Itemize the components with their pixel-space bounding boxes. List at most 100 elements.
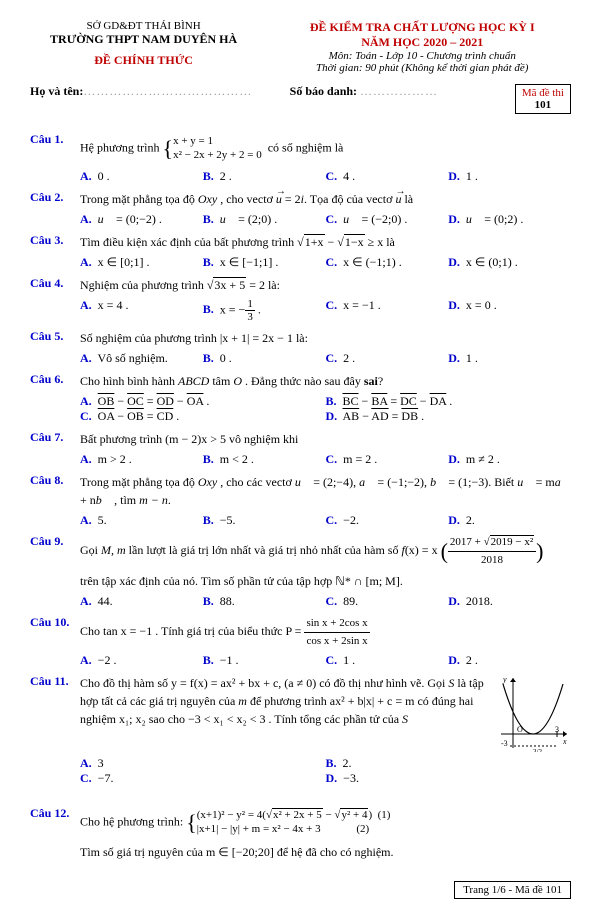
options-9: A. 44. B. 88. C. 89. D. 2018. — [80, 594, 571, 609]
question-3: Câu 3. Tìm điều kiện xác định của bất ph… — [30, 233, 571, 251]
qnum: Câu 12. — [30, 806, 80, 839]
name-dots: ………………………………… — [83, 84, 252, 98]
opt-C: C. 1 . — [326, 653, 449, 668]
opt-text: x = −1 . — [343, 298, 381, 312]
stem: Tìm điều kiện xác định của bất phương tr… — [80, 233, 571, 251]
question-2: Câu 2. Trong mặt phẳng tọa độ Oxy , cho … — [30, 190, 571, 208]
opt-D: D. u⃗ = (0;2) . — [448, 212, 571, 227]
school: TRƯỜNG THPT NAM DUYÊN HÀ — [30, 32, 257, 47]
code-label: Mã đề thi — [522, 87, 564, 99]
question-12: Câu 12. Cho hệ phương trình: { (x+1)² − … — [30, 806, 571, 839]
opt-A: A. Vô số nghiệm. — [80, 351, 203, 366]
opt-text: m = 2 . — [343, 452, 377, 466]
options-4: A. x = 4 . B. x = −13 . C. x = −1 . D. x… — [80, 298, 571, 323]
question-6: Câu 6. Cho hình bình hành ABCD tâm O . Đ… — [30, 372, 571, 390]
opt-C: C. x = −1 . — [326, 298, 449, 323]
opt-text: −2 . — [98, 653, 117, 667]
qnum: Câu 1. — [30, 132, 80, 165]
time: Thời gian: 90 phút (Không kể thời gian p… — [273, 62, 571, 74]
question-8: Câu 8. Trong mặt phẳng tọa độ Oxy , cho … — [30, 473, 571, 509]
opt-text: x ∈ (0;1) . — [466, 255, 518, 269]
parabola-graph: O x y 3 -3 3/2 — [493, 674, 571, 752]
opt-text: 3 — [98, 756, 104, 770]
opt-text: 0 . — [220, 351, 232, 365]
id-row: Họ và tên:………………………………… Số báo danh: ………… — [30, 84, 571, 114]
opt-D: D. 2. — [448, 513, 571, 528]
header: SỞ GD&ĐT THÁI BÌNH TRƯỜNG THPT NAM DUYÊN… — [30, 20, 571, 74]
stem: Cho hình bình hành ABCD tâm O . Đẳng thứ… — [80, 372, 571, 390]
options-1: A. 0 . B. 2 . C. 4 . D. 1 . — [80, 169, 571, 184]
opt-C: C. m = 2 . — [326, 452, 449, 467]
options-5: A. Vô số nghiệm. B. 0 . C. 2 . D. 1 . — [80, 351, 571, 366]
opt-B: B. BC − BA = DC − DA . — [326, 394, 572, 409]
opt-B: B. x ∈ [−1;1] . — [203, 255, 326, 270]
stem: O x y 3 -3 3/2 Cho đồ thị hàm số y = f(x… — [80, 674, 571, 752]
opt-text: 0 . — [98, 169, 110, 183]
options-10: A. −2 . B. −1 . C. 1 . D. 2 . — [80, 653, 571, 668]
svg-text:-3: -3 — [501, 739, 508, 748]
opt-D: D. AB − AD = DB . — [326, 409, 572, 424]
opt-B: B. x = −13 . — [203, 298, 326, 323]
opt-text: 2. — [343, 756, 352, 770]
options-7: A. m > 2 . B. m < 2 . C. m = 2 . D. m ≠ … — [80, 452, 571, 467]
opt-text: m ≠ 2 . — [466, 452, 500, 466]
opt-B: B. 88. — [203, 594, 326, 609]
opt-text: m > 2 . — [98, 452, 132, 466]
qnum: Câu 7. — [30, 430, 80, 448]
stem: Cho hệ phương trình: { (x+1)² − y² = 4(√… — [80, 806, 571, 839]
name-label: Họ và tên: — [30, 84, 83, 98]
opt-text: 4 . — [343, 169, 355, 183]
opt-text: −2. — [343, 513, 359, 527]
opt-C: C. u⃗ = (−2;0) . — [326, 212, 449, 227]
svg-text:3/2: 3/2 — [533, 748, 542, 752]
question-4: Câu 4. Nghiệm của phương trình √3x + 5 =… — [30, 276, 571, 294]
opt-B: B. 2 . — [203, 169, 326, 184]
opt-D: D. m ≠ 2 . — [448, 452, 571, 467]
opt-text: −5. — [220, 513, 236, 527]
opt-D: D. 1 . — [448, 351, 571, 366]
opt-A: A. 44. — [80, 594, 203, 609]
id-field: Số báo danh: ……………… — [290, 84, 463, 99]
stem-cont: trên tập xác định của nó. Tìm số phần tử… — [80, 572, 571, 590]
opt-A: A. m > 2 . — [80, 452, 203, 467]
opt-C: C. 2 . — [326, 351, 449, 366]
qnum: Câu 2. — [30, 190, 80, 208]
opt-A: A. OB − OC = OD − OA . — [80, 394, 326, 409]
svg-text:y: y — [502, 675, 507, 684]
opt-text: −1 . — [220, 653, 239, 667]
opt-B: B. 2. — [326, 756, 572, 771]
qnum: Câu 6. — [30, 372, 80, 390]
name-field: Họ và tên:………………………………… — [30, 84, 290, 99]
question-1: Câu 1. Hệ phương trình {x + y = 1x² − 2x… — [30, 132, 571, 165]
question-5: Câu 5. Số nghiệm của phương trình |x + 1… — [30, 329, 571, 347]
header-left: SỞ GD&ĐT THÁI BÌNH TRƯỜNG THPT NAM DUYÊN… — [30, 20, 257, 74]
opt-D: D. x = 0 . — [448, 298, 571, 323]
code-num: 101 — [522, 99, 564, 111]
options-2: A. u⃗ = (0;−2) . B. u⃗ = (2;0) . C. u⃗ =… — [80, 212, 571, 227]
opt-D: D. 1 . — [448, 169, 571, 184]
opt-D: D. 2018. — [448, 594, 571, 609]
opt-text: x ∈ [−1;1] . — [220, 255, 279, 269]
official: ĐỀ CHÍNH THỨC — [30, 53, 257, 68]
qnum: Câu 9. — [30, 534, 80, 568]
opt-text: 88. — [220, 594, 235, 608]
exam-title: ĐỀ KIỂM TRA CHẤT LƯỢNG HỌC KỲ I — [273, 20, 571, 35]
stem: Cho tan x = −1 . Tính giá trị của biểu t… — [80, 615, 571, 649]
opt-text: Vô số nghiệm. — [97, 351, 167, 365]
qnum: Câu 5. — [30, 329, 80, 347]
opt-A: A. 0 . — [80, 169, 203, 184]
stem: Nghiệm của phương trình √3x + 5 = 2 là: — [80, 276, 571, 294]
question-11: Câu 11. O x y 3 -3 3/2 Cho đồ thị hàm số… — [30, 674, 571, 752]
id-dots: ……………… — [360, 84, 438, 98]
header-right: ĐỀ KIỂM TRA CHẤT LƯỢNG HỌC KỲ I NĂM HỌC … — [273, 20, 571, 74]
opt-A: A. 5. — [80, 513, 203, 528]
opt-A: A. x = 4 . — [80, 298, 203, 323]
options-11: A. 3 B. 2. C. −7. D. −3. — [80, 756, 571, 786]
stem: Hệ phương trình {x + y = 1x² − 2x + 2y +… — [80, 132, 571, 165]
dept: SỞ GD&ĐT THÁI BÌNH — [30, 20, 257, 32]
opt-text: x ∈ (−1;1) . — [343, 255, 402, 269]
subject: Môn: Toán - Lớp 10 - Chương trình chuẩn — [273, 50, 571, 62]
opt-B: B. u⃗ = (2;0) . — [203, 212, 326, 227]
question-10: Câu 10. Cho tan x = −1 . Tính giá trị củ… — [30, 615, 571, 649]
stem: Trong mặt phẳng tọa độ Oxy , cho các vec… — [80, 473, 571, 509]
